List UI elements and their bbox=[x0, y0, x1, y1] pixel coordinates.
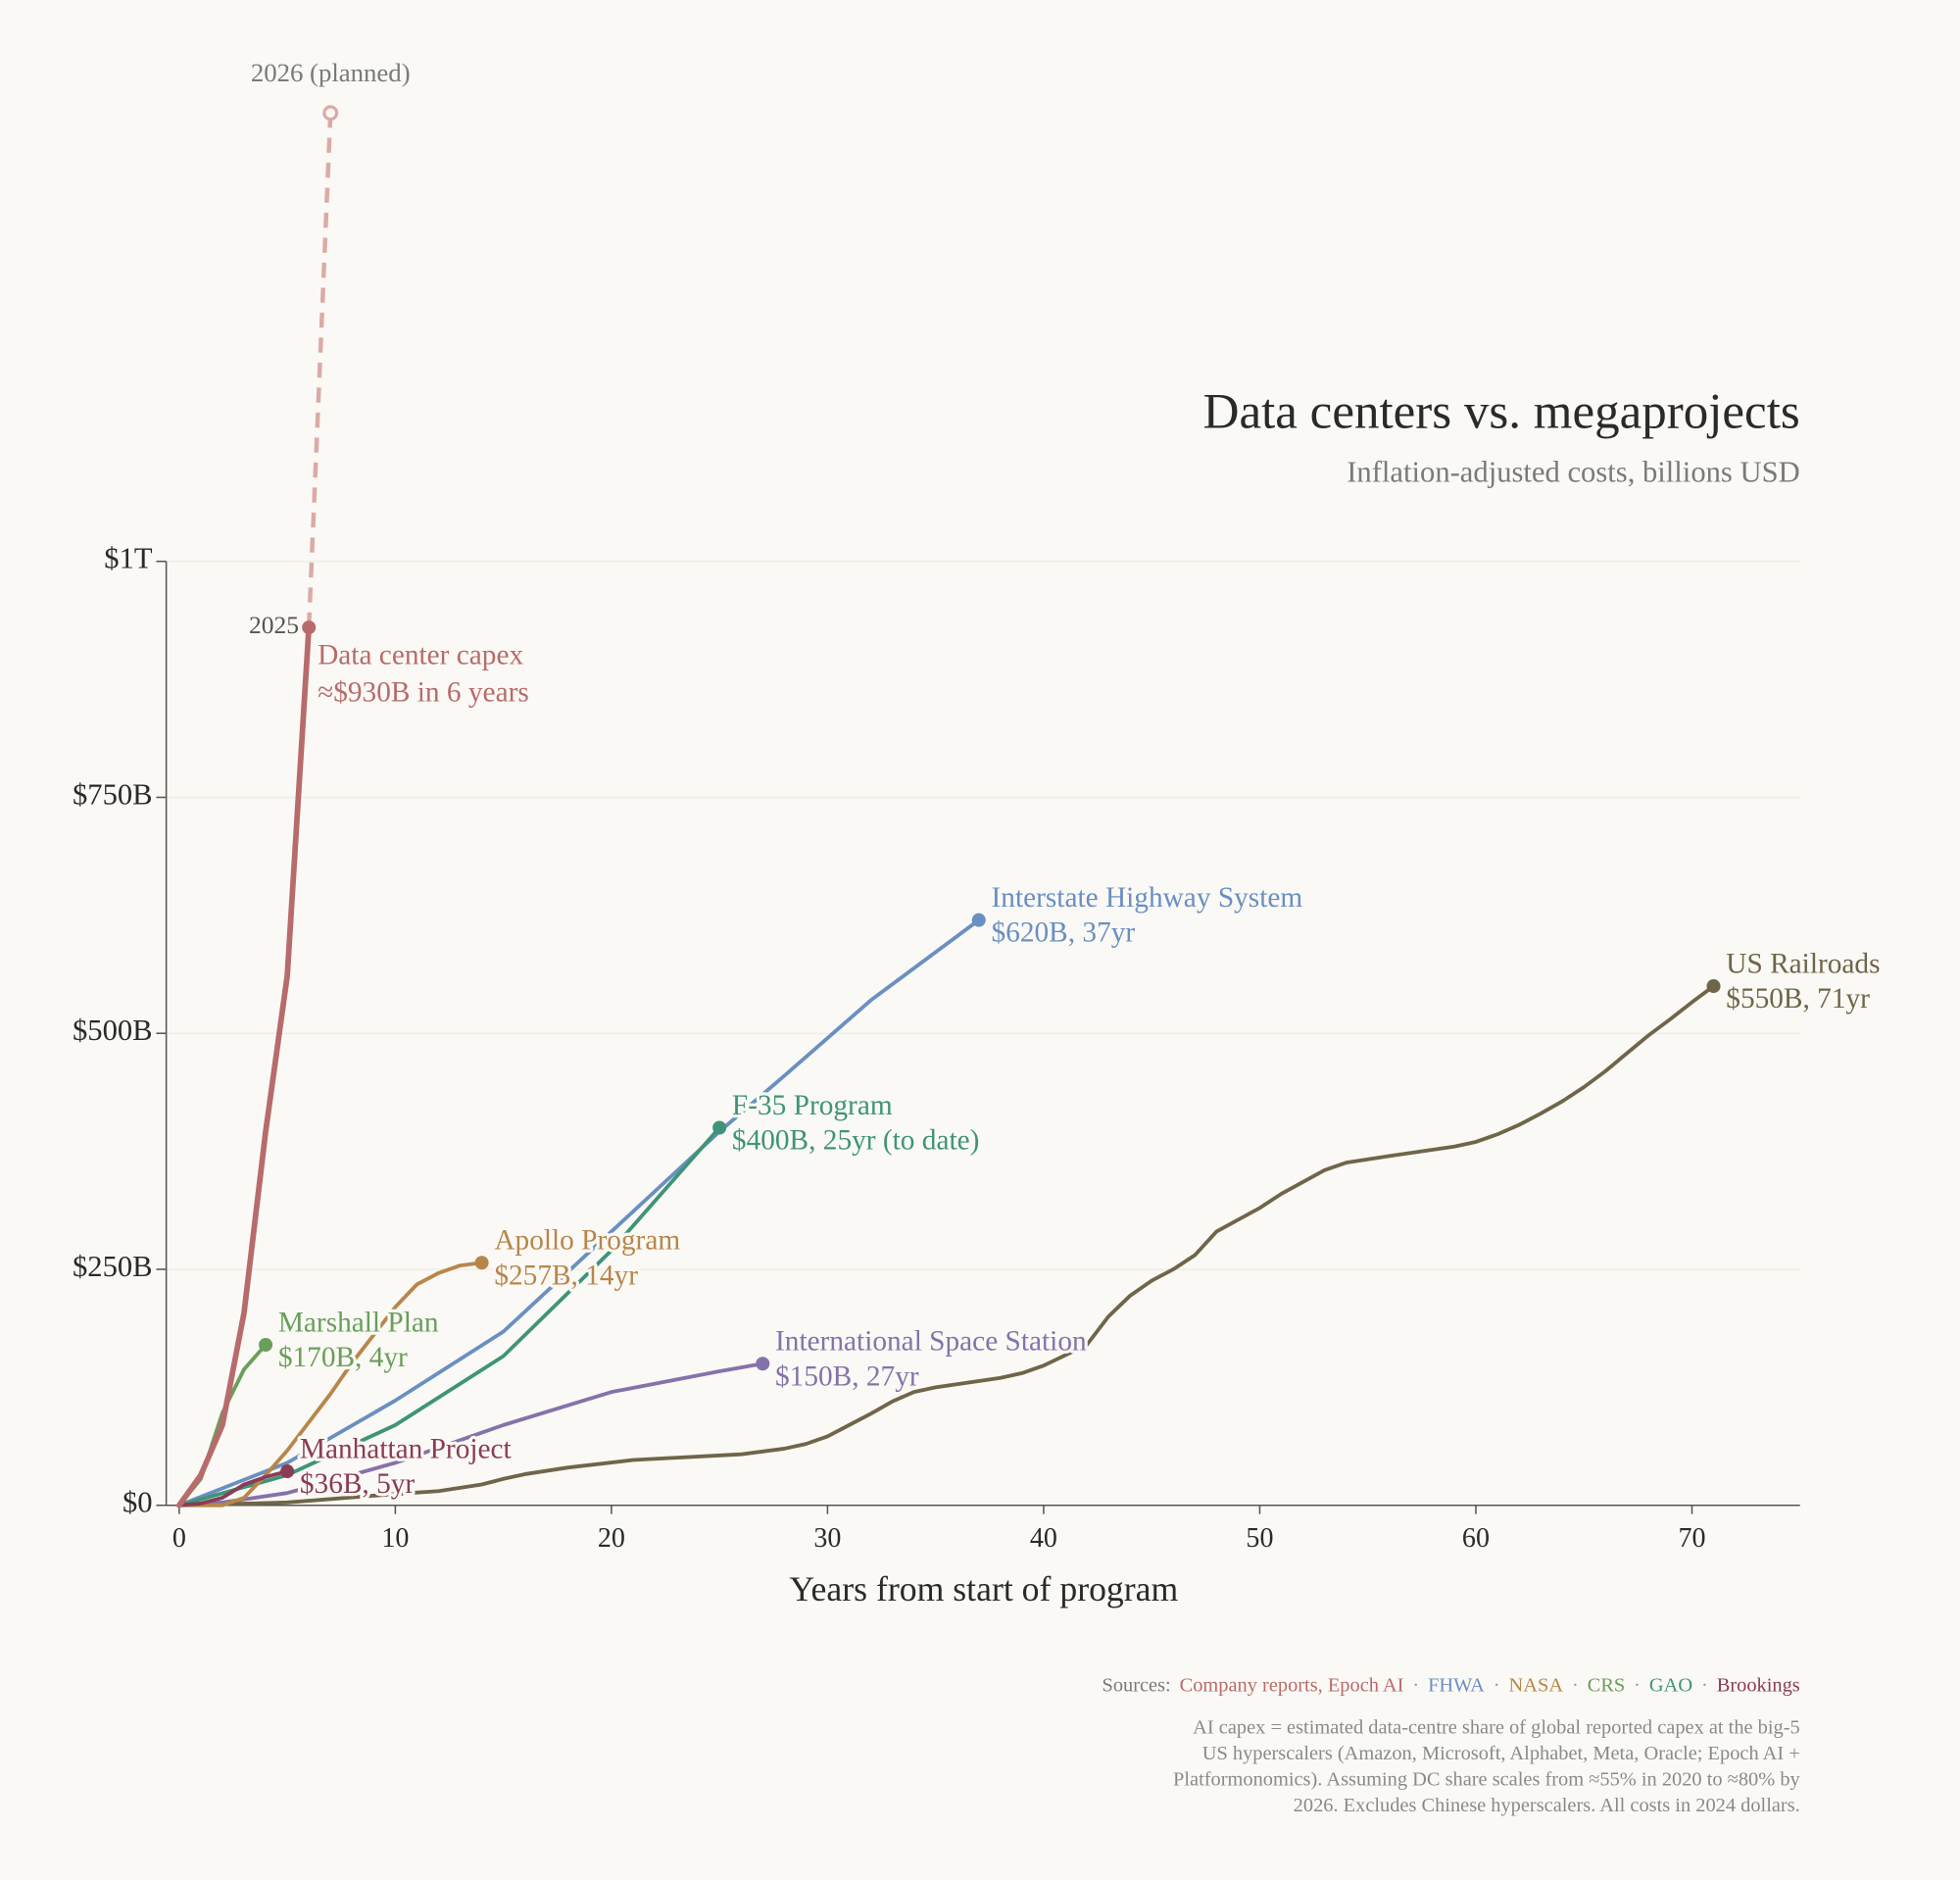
source-item: Brookings bbox=[1717, 1674, 1800, 1696]
end-marker bbox=[1706, 979, 1721, 994]
footnote-line: 2026. Excludes Chinese hyperscalers. All… bbox=[1294, 1795, 1800, 1816]
end-marker bbox=[712, 1120, 727, 1135]
footnote-line: Platformonomics). Assuming DC share scal… bbox=[1173, 1769, 1801, 1791]
end-marker bbox=[259, 1337, 273, 1353]
series-name: US Railroads bbox=[1726, 948, 1880, 979]
x-tick-label: 30 bbox=[813, 1523, 841, 1554]
sources-separator: · bbox=[1572, 1674, 1579, 1696]
series-line bbox=[176, 1469, 290, 1508]
sources-separator: · bbox=[1494, 1674, 1500, 1696]
x-tick-label: 50 bbox=[1246, 1523, 1273, 1554]
y-tick-label: $250B bbox=[73, 1250, 153, 1283]
series-name: F-35 Program bbox=[732, 1090, 893, 1121]
footnote-line: US hyperscalers (Amazon, Microsoft, Alph… bbox=[1202, 1743, 1800, 1764]
series-note: $150B, 27yr bbox=[775, 1361, 919, 1392]
end-marker bbox=[302, 620, 317, 635]
source-item: Company reports, Epoch AI bbox=[1180, 1674, 1404, 1696]
x-tick-label: 40 bbox=[1030, 1523, 1057, 1554]
source-item: GAO bbox=[1649, 1674, 1692, 1696]
x-tick-label: 20 bbox=[598, 1523, 625, 1554]
series-line bbox=[176, 1261, 484, 1508]
series-line bbox=[176, 984, 1716, 1508]
series-name: Apollo Program bbox=[494, 1225, 680, 1257]
x-tick-label: 0 bbox=[172, 1523, 186, 1554]
series-name: Interstate Highway System bbox=[992, 882, 1303, 914]
series-line bbox=[176, 917, 981, 1508]
axes: $0 $250B $500B $750B $1T 0 10 20 30 40 50 60 70 bbox=[73, 542, 1800, 1554]
series-name: International Space Station bbox=[775, 1326, 1087, 1358]
projection-label: 2026 (planned) bbox=[251, 58, 411, 87]
sources-label: Sources: bbox=[1102, 1674, 1170, 1696]
sources-separator: · bbox=[1701, 1674, 1708, 1696]
end-year-label: 2025 bbox=[249, 611, 299, 639]
source-item: FHWA bbox=[1428, 1674, 1485, 1696]
x-axis-label: Years from start of program bbox=[789, 1569, 1178, 1608]
projection-line bbox=[306, 113, 333, 628]
end-marker bbox=[971, 913, 986, 927]
grid bbox=[166, 561, 1800, 1270]
end-marker bbox=[474, 1256, 489, 1270]
footnote-line: AI capex = estimated data-centre share o… bbox=[1193, 1717, 1800, 1739]
series-name: Marshall Plan bbox=[278, 1307, 439, 1338]
chart-subtitle: Inflation-adjusted costs, billions USD bbox=[1347, 456, 1800, 489]
y-tick-label: $0 bbox=[122, 1486, 153, 1519]
x-tick-label: 10 bbox=[381, 1523, 409, 1554]
series-note: $400B, 25yr (to date) bbox=[732, 1125, 980, 1157]
series-name: Manhattan Project bbox=[300, 1433, 512, 1464]
sources-separator: · bbox=[1634, 1674, 1641, 1696]
end-marker bbox=[756, 1357, 770, 1371]
x-tick-label: 60 bbox=[1462, 1523, 1490, 1554]
chart-title: Data centers vs. megaprojects bbox=[1203, 384, 1800, 439]
source-item: CRS bbox=[1588, 1674, 1626, 1696]
y-tick-label: $500B bbox=[73, 1014, 153, 1047]
series-note: $620B, 37yr bbox=[992, 917, 1136, 949]
series-note: $36B, 5yr bbox=[300, 1468, 416, 1500]
series-note: ≈$930B in 6 years bbox=[318, 677, 529, 709]
projection-marker bbox=[322, 105, 339, 122]
end-marker bbox=[280, 1464, 295, 1479]
series-note: $170B, 4yr bbox=[278, 1342, 408, 1373]
y-tick-label: $1T bbox=[104, 542, 153, 575]
series-note: $550B, 71yr bbox=[1726, 983, 1870, 1014]
series-line bbox=[176, 1125, 722, 1508]
y-tick-label: $750B bbox=[73, 777, 153, 811]
source-item: NASA bbox=[1509, 1674, 1564, 1696]
series-lines bbox=[176, 105, 1721, 1509]
series-labels: US Railroads $550B, 71yr International Spa… bbox=[249, 58, 1884, 1503]
footnote: AI capex = estimated data-centre share o… bbox=[1173, 1717, 1801, 1816]
series-note: $257B, 14yr bbox=[494, 1260, 638, 1291]
series-line bbox=[176, 624, 313, 1509]
sources-separator: · bbox=[1412, 1674, 1419, 1696]
x-tick-label: 70 bbox=[1678, 1523, 1705, 1554]
sources: Sources: Company reports, Epoch AI · FHWA · N… bbox=[1102, 1674, 1799, 1696]
series-name: Data center capex bbox=[318, 639, 523, 670]
